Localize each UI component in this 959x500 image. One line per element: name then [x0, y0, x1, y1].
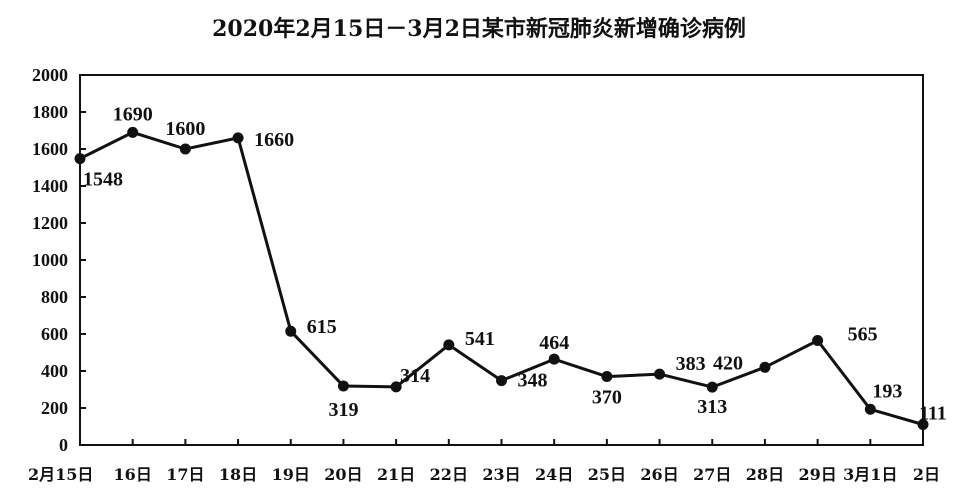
- y-tick-label: 800: [41, 287, 68, 307]
- data-point: [74, 153, 86, 165]
- data-label: 565: [848, 323, 878, 345]
- data-label: 541: [465, 328, 495, 350]
- data-label: 383: [676, 353, 706, 375]
- x-tick-label: 2月15日: [28, 465, 93, 484]
- data-label: 1690: [113, 103, 153, 125]
- x-tick-label: 17日: [166, 465, 204, 484]
- data-points: [74, 126, 929, 430]
- data-label: 1600: [165, 118, 205, 140]
- x-axis: 2月15日 16日 17日 18日 19日 20日 21日 22日 23日 24日 25日 26日 27…: [28, 439, 940, 484]
- x-tick-label: 2日: [913, 465, 940, 484]
- chart-title: 2020年2月15日－3月2日某市新冠肺炎新增确诊病例: [212, 16, 746, 42]
- y-tick-label: 0: [59, 435, 68, 455]
- x-tick-label: 16日: [114, 465, 152, 484]
- data-label: 193: [872, 380, 902, 402]
- y-tick-label: 1800: [32, 102, 68, 122]
- data-point: [759, 361, 771, 373]
- data-point: [706, 381, 718, 393]
- x-tick-label: 23日: [482, 465, 520, 484]
- data-label: 314: [400, 365, 430, 387]
- data-point: [127, 126, 139, 138]
- x-tick-label: 22日: [430, 465, 468, 484]
- y-tick-label: 2000: [32, 65, 68, 85]
- data-point: [443, 339, 455, 351]
- data-point: [179, 143, 191, 155]
- x-tick-label: 25日: [588, 465, 626, 484]
- x-tick-label: 18日: [219, 465, 257, 484]
- x-tick-label: 24日: [535, 465, 573, 484]
- x-tick-label: 27日: [693, 465, 731, 484]
- x-tick-label: 21日: [377, 465, 415, 484]
- y-tick-label: 1000: [32, 250, 68, 270]
- y-tick-label: 1200: [32, 213, 68, 233]
- x-tick-label: 28日: [746, 465, 784, 484]
- data-point: [654, 368, 666, 380]
- data-label: 615: [307, 316, 337, 338]
- data-label: 1548: [83, 169, 123, 191]
- data-point: [496, 375, 507, 387]
- x-tick-label: 20日: [324, 465, 362, 484]
- data-point: [232, 132, 244, 144]
- data-label: 370: [592, 387, 622, 409]
- y-tick-label: 400: [41, 361, 68, 381]
- data-label: 420: [713, 352, 743, 374]
- data-point: [337, 380, 349, 392]
- y-tick-label: 200: [41, 398, 68, 418]
- data-point: [917, 418, 929, 430]
- y-axis: 0 200 400 600 800 1000 1200 1400 1600 1800 2000: [32, 65, 86, 455]
- x-tick-label: 29日: [798, 465, 836, 484]
- x-tick-label: 19日: [272, 465, 310, 484]
- data-label: 464: [539, 332, 569, 354]
- data-label: 319: [328, 399, 358, 421]
- y-tick-label: 1400: [32, 176, 68, 196]
- data-point: [864, 403, 876, 415]
- data-labels: 1548 1690 1600 1660 615 319 314 541 348 464 370 383…: [83, 103, 947, 424]
- data-label: 1660: [254, 129, 294, 151]
- y-tick-label: 600: [41, 324, 68, 344]
- y-tick-label: 1600: [32, 139, 68, 159]
- x-tick-label: 3月1日: [843, 465, 897, 484]
- data-point: [390, 381, 402, 393]
- data-point: [285, 325, 297, 337]
- data-label: 313: [697, 396, 727, 418]
- data-label: 348: [518, 370, 548, 392]
- data-point: [812, 334, 824, 346]
- plot-area: [79, 74, 924, 446]
- data-point: [601, 371, 613, 383]
- x-tick-label: 26日: [640, 465, 678, 484]
- data-point: [548, 353, 560, 365]
- data-label: 111: [919, 402, 947, 424]
